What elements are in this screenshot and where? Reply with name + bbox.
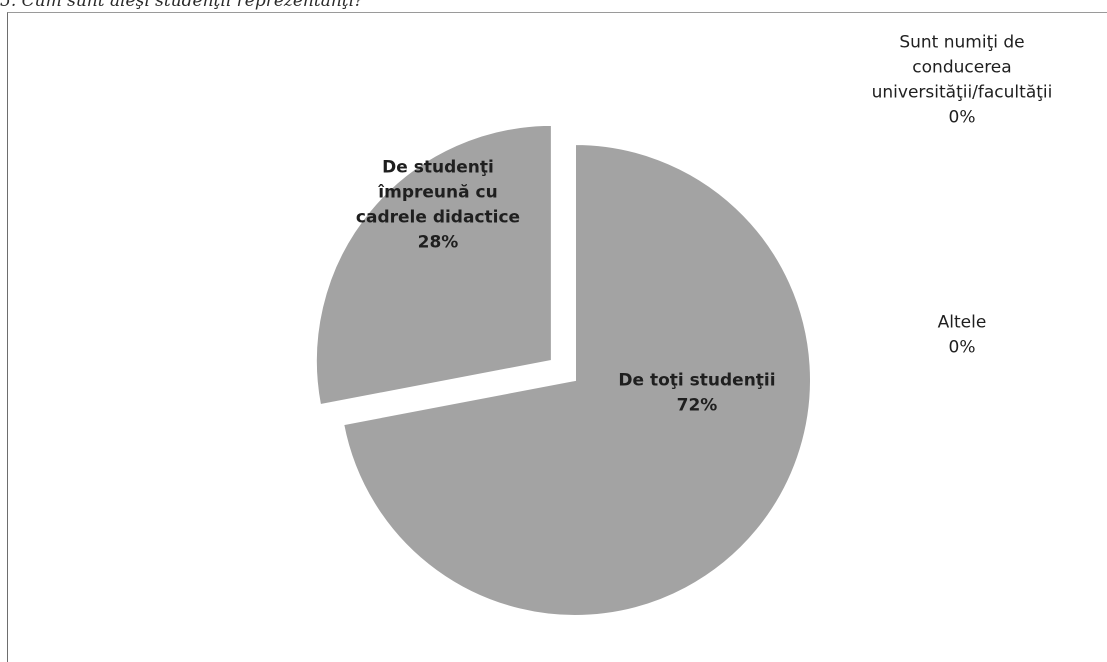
slice-percent-label: 28%	[418, 233, 459, 253]
slice-percent-label: 0%	[949, 338, 976, 358]
slice-data-label-0: De toţi studenţii 72%	[618, 371, 775, 416]
pie-slice-1	[314, 123, 553, 407]
slice-data-label-1: De studenţi împreună cu cadrele didactice 2…	[356, 158, 520, 253]
slice-category-label: cadrele didactice	[356, 208, 520, 228]
chart-frame	[7, 12, 1107, 662]
slice-data-label-2: Sunt numiţi de conducerea universităţii/fa…	[872, 33, 1053, 128]
slice-percent-label: 0%	[949, 108, 976, 128]
pie-chart: De toţi studenţii 72% De studenţi împreună …	[314, 33, 1053, 617]
slice-category-label: Altele	[938, 313, 987, 333]
question-heading: 5. Cum sunt aleşi studenţii reprezentanţ…	[0, 0, 364, 11]
slice-data-label-3: Altele 0%	[938, 313, 987, 358]
pie-slice-0	[342, 142, 812, 617]
slice-category-label: De studenţi	[382, 158, 494, 178]
slice-category-label: Sunt numiţi de	[899, 33, 1024, 53]
slice-percent-label: 72%	[677, 396, 718, 416]
slice-category-label: conducerea	[912, 58, 1011, 78]
slice-category-label: universităţii/facultăţii	[872, 83, 1053, 103]
slice-category-label: De toţi studenţii	[618, 371, 775, 391]
slice-category-label: împreună cu	[377, 183, 497, 203]
